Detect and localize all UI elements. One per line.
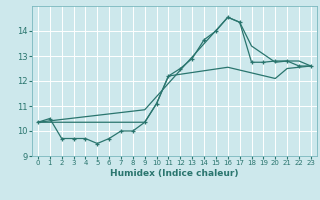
- X-axis label: Humidex (Indice chaleur): Humidex (Indice chaleur): [110, 169, 239, 178]
